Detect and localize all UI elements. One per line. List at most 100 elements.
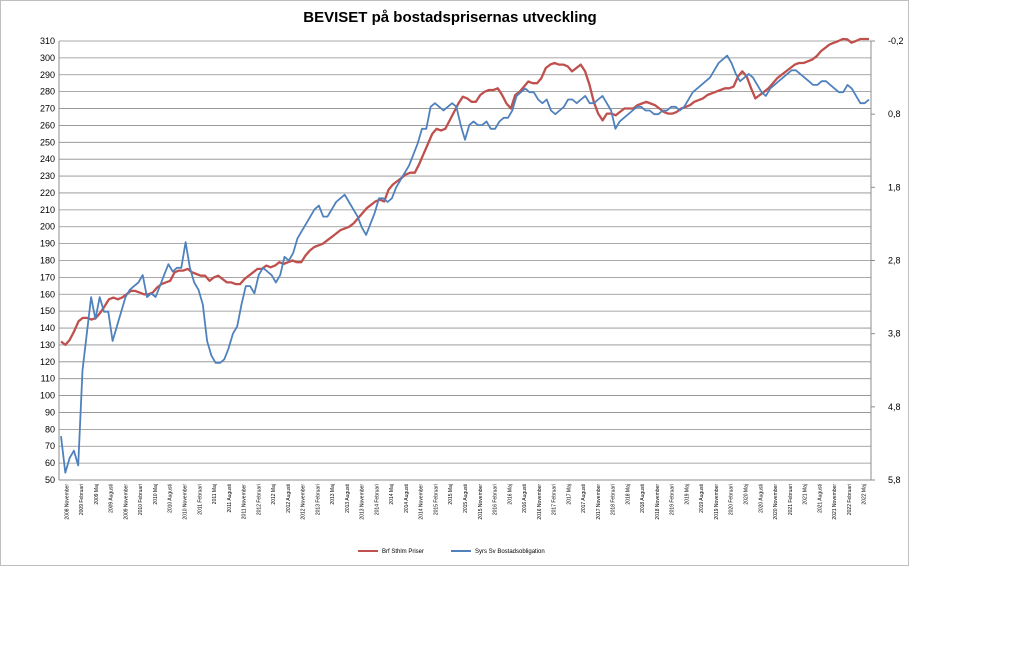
y-left-tick-label: 100 xyxy=(40,391,55,401)
y-left-ticks: 50 60 70 80 90 100 110 120 130 140 150 160 170 180 190… xyxy=(40,36,55,485)
y-left-tick-label: 50 xyxy=(45,475,55,485)
y-right-tick-label: 1,8 xyxy=(888,182,901,192)
x-tick-label: 2009 November xyxy=(123,484,129,520)
x-tick-label: 2021 November xyxy=(832,484,838,520)
y-left-tick-label: 270 xyxy=(40,104,55,114)
x-tick-label: 2017 Februari xyxy=(552,484,558,515)
y-left-tick-label: 300 xyxy=(40,53,55,63)
y-right-ticks: -0,2 0,8 1,8 2,8 3,8 4,8 5,8 xyxy=(871,36,904,485)
y-left-tick-label: 260 xyxy=(40,120,55,130)
x-tick-label: 2012 Augusti xyxy=(286,484,292,513)
x-tick-label: 2018 November xyxy=(655,484,661,520)
y-left-tick-label: 180 xyxy=(40,256,55,266)
x-tick-label: 2018 Maj xyxy=(625,484,631,505)
x-tick-label: 2021 Augusti xyxy=(817,484,823,513)
y-left-tick-label: 150 xyxy=(40,306,55,316)
x-tick-label: 2008 November xyxy=(64,484,70,520)
x-tick-label: 2010 Augusti xyxy=(168,484,174,513)
x-tick-label: 2010 Februari xyxy=(138,484,144,515)
x-tick-label: 2016 Maj xyxy=(507,484,513,505)
x-tick-label: 2015 Februari xyxy=(433,484,439,515)
x-tick-label: 2013 Augusti xyxy=(345,484,351,513)
x-tick-label: 2017 Augusti xyxy=(581,484,587,513)
x-tick-label: 2014 Augusti xyxy=(404,484,410,513)
x-tick-label: 2015 November xyxy=(478,484,484,520)
y-left-tick-label: 190 xyxy=(40,239,55,249)
x-tick-label: 2012 November xyxy=(301,484,307,520)
x-tick-label: 2019 Maj xyxy=(684,484,690,505)
x-tick-label: 2019 Augusti xyxy=(699,484,705,513)
x-tick-label: 2011 November xyxy=(242,484,248,520)
x-tick-label: 2011 Maj xyxy=(212,484,218,504)
y-left-tick-label: 170 xyxy=(40,272,55,282)
legend-label-brf: Brf Sthlm Priser xyxy=(382,549,424,555)
y-left-tick-label: 250 xyxy=(40,137,55,147)
x-tick-label: 2022 Maj xyxy=(862,484,868,505)
x-tick-label: 2016 November xyxy=(537,484,543,520)
legend-label-syrs: Syrs Sv Bostadsobligation xyxy=(475,549,545,555)
y-right-tick-label: 4,8 xyxy=(888,402,901,412)
y-left-tick-label: 200 xyxy=(40,222,55,232)
gridlines xyxy=(59,40,871,481)
y-left-tick-label: 220 xyxy=(40,188,55,198)
x-tick-label: 2011 Augusti xyxy=(227,484,233,513)
y-left-tick-label: 290 xyxy=(40,70,55,80)
chart-frame: BEVISET på bostadsprisernas utveckling 5… xyxy=(0,0,909,566)
x-tick-label: 2021 Februari xyxy=(788,484,794,515)
x-tick-label: 2016 Augusti xyxy=(522,484,528,513)
x-tick-label: 2020 Februari xyxy=(729,484,735,515)
x-tick-label: 2013 November xyxy=(360,484,366,520)
x-tick-label: 2021 Maj xyxy=(803,484,809,505)
legend: Brf Sthlm Priser Syrs Sv Bostadsobligati… xyxy=(358,549,545,555)
y-left-tick-label: 130 xyxy=(40,340,55,350)
x-tick-label: 2010 November xyxy=(182,484,188,520)
y-left-tick-label: 280 xyxy=(40,87,55,97)
y-left-tick-label: 230 xyxy=(40,171,55,181)
y-left-tick-label: 60 xyxy=(45,458,55,468)
y-left-tick-label: 90 xyxy=(45,407,55,417)
y-right-tick-label: 0,8 xyxy=(888,109,901,119)
series-line-syrs-sv-bostadsobligation xyxy=(60,54,870,474)
x-tick-label: 2013 Maj xyxy=(330,484,336,505)
x-tick-label: 2009 Augusti xyxy=(109,484,115,513)
chart-svg: BEVISET på bostadsprisernas utveckling 5… xyxy=(40,9,904,555)
x-tick-label: 2019 Februari xyxy=(670,484,676,515)
x-tick-label: 2020 Maj xyxy=(744,484,750,505)
y-right-tick-label: 2,8 xyxy=(888,256,901,266)
x-tick-label: 2020 Augusti xyxy=(758,484,764,513)
y-left-tick-label: 310 xyxy=(40,36,55,46)
y-left-tick-label: 140 xyxy=(40,323,55,333)
x-tick-label: 2018 Augusti xyxy=(640,484,646,513)
x-tick-label: 2016 Februari xyxy=(493,484,499,515)
x-tick-label: 2009 Maj xyxy=(94,484,100,505)
y-right-tick-label: -0,2 xyxy=(888,36,904,46)
x-tick-label: 2012 Maj xyxy=(271,484,277,505)
y-right-tick-label: 5,8 xyxy=(888,475,901,485)
y-left-tick-label: 80 xyxy=(45,424,55,434)
x-tick-label: 2017 Maj xyxy=(566,484,572,505)
chart-title: BEVISET på bostadsprisernas utveckling xyxy=(303,9,596,26)
series-line-brf-sthlm-priser xyxy=(60,37,869,347)
x-tick-label: 2022 Februari xyxy=(847,484,853,515)
y-right-tick-label: 3,8 xyxy=(888,329,901,339)
x-tick-label: 2014 Maj xyxy=(389,484,395,505)
x-tick-label: 2009 Februari xyxy=(79,484,85,515)
x-tick-label: 2015 Augusti xyxy=(463,484,469,513)
x-tick-label: 2014 Februari xyxy=(374,484,380,515)
y-left-tick-label: 240 xyxy=(40,154,55,164)
x-tick-label: 2011 Februari xyxy=(197,484,203,515)
series-lines xyxy=(60,37,870,474)
y-left-tick-label: 210 xyxy=(40,205,55,215)
x-tick-label: 2020 November xyxy=(773,484,779,520)
x-tick-label: 2010 Maj xyxy=(153,484,159,505)
x-tick-label: 2015 Maj xyxy=(448,484,454,505)
x-tick-label: 2013 Februari xyxy=(315,484,321,515)
x-tick-label: 2018 Februari xyxy=(611,484,617,515)
x-tick-label: 2012 Februari xyxy=(256,484,262,515)
y-left-tick-label: 160 xyxy=(40,289,55,299)
x-tick-label: 2014 November xyxy=(419,484,425,520)
x-ticks: 2008 November 2009 Februari 2009 Maj 2009 A… xyxy=(64,484,867,520)
y-left-tick-label: 110 xyxy=(41,374,55,384)
x-tick-label: 2017 November xyxy=(596,484,602,520)
x-tick-label: 2019 November xyxy=(714,484,720,520)
